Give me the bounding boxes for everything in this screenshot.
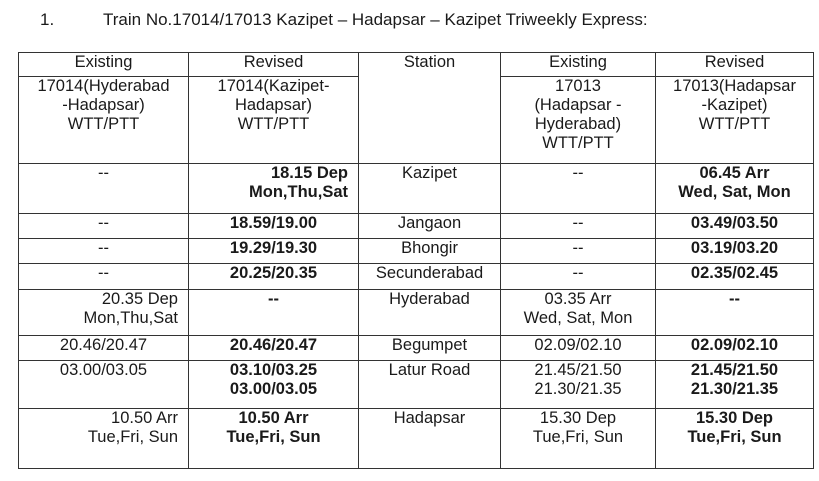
- table-row: 10.50 Arr Tue,Fri, Sun 10.50 Arr Tue,Fri,…: [18, 408, 814, 469]
- cell-revised-17013: --: [655, 289, 814, 336]
- cell-existing-17014: 20.35 Dep Mon,Thu,Sat: [18, 289, 189, 336]
- cell-existing-17014: --: [18, 263, 189, 290]
- cell-station: Latur Road: [358, 360, 501, 409]
- cell-revised-17014: 18.15 Dep Mon,Thu,Sat: [188, 163, 359, 214]
- cell-existing-17014: 20.46/20.47: [18, 335, 189, 361]
- cell-revised-17013: 03.49/03.50: [655, 213, 814, 239]
- header-revised-17013: Revised: [655, 52, 814, 77]
- cell-revised-17014: 19.29/19.30: [188, 238, 359, 264]
- table-row: -- 18.59/19.00 Jangaon -- 03.49/03.50: [18, 213, 814, 239]
- cell-revised-17013: 21.45/21.50 21.30/21.35: [655, 360, 814, 409]
- cell-existing-17014: --: [18, 213, 189, 239]
- cell-existing-17013: --: [500, 163, 656, 214]
- cell-station: Bhongir: [358, 238, 501, 264]
- cell-revised-17014: 20.25/20.35: [188, 263, 359, 290]
- section-heading: Train No.17014/17013 Kazipet – Hadapsar …: [103, 10, 648, 29]
- header-row: Existing Revised Station Existing Revise…: [18, 52, 814, 164]
- cell-station: Kazipet: [358, 163, 501, 214]
- cell-existing-17013: --: [500, 263, 656, 290]
- table-row: 20.46/20.47 20.46/20.47 Begumpet 02.09/02.1…: [18, 335, 814, 361]
- table-row: -- 18.15 Dep Mon,Thu,Sat Kazipet -- 06.45 Ar…: [18, 163, 814, 214]
- cell-station: Begumpet: [358, 335, 501, 361]
- cell-revised-17013: 02.09/02.10: [655, 335, 814, 361]
- header-sub-revised-17013: 17013(Hadapsar -Kazipet) WTT/PTT: [655, 76, 814, 164]
- cell-station: Hadapsar: [358, 408, 501, 469]
- cell-existing-17014: 03.00/03.05: [18, 360, 189, 409]
- cell-existing-17013: 03.35 Arr Wed, Sat, Mon: [500, 289, 656, 336]
- cell-existing-17014: --: [18, 238, 189, 264]
- cell-revised-17013: 03.19/03.20: [655, 238, 814, 264]
- cell-existing-17014: 10.50 Arr Tue,Fri, Sun: [18, 408, 189, 469]
- cell-revised-17013: 06.45 Arr Wed, Sat, Mon: [655, 163, 814, 214]
- header-sub-revised-17014: 17014(Kazipet- Hadapsar) WTT/PTT: [188, 76, 359, 164]
- table-row: -- 20.25/20.35 Secunderabad -- 02.35/02.45: [18, 263, 814, 290]
- cell-revised-17014: 03.10/03.25 03.00/03.05: [188, 360, 359, 409]
- cell-existing-17013: --: [500, 213, 656, 239]
- cell-existing-17013: 21.45/21.50 21.30/21.35: [500, 360, 656, 409]
- section-title: 1. Train No.17014/17013 Kazipet – Hadapsa…: [40, 10, 648, 30]
- table-row: 03.00/03.05 03.10/03.25 03.00/03.05 Latur …: [18, 360, 814, 409]
- cell-revised-17014: --: [188, 289, 359, 336]
- section-number: 1.: [40, 10, 55, 29]
- cell-revised-17013: 15.30 Dep Tue,Fri, Sun: [655, 408, 814, 469]
- timetable: Existing Revised Station Existing Revise…: [18, 52, 814, 469]
- cell-existing-17013: --: [500, 238, 656, 264]
- header-sub-existing-17013: 17013 (Hadapsar - Hyderabad) WTT/PTT: [500, 76, 656, 164]
- cell-existing-17013: 15.30 Dep Tue,Fri, Sun: [500, 408, 656, 469]
- header-subrow: 17014(Hyderabad -Hadapsar) WTT/PTT 17014…: [18, 76, 814, 164]
- cell-revised-17014: 10.50 Arr Tue,Fri, Sun: [188, 408, 359, 469]
- cell-revised-17013: 02.35/02.45: [655, 263, 814, 290]
- cell-revised-17014: 20.46/20.47: [188, 335, 359, 361]
- header-sub-existing-17014: 17014(Hyderabad -Hadapsar) WTT/PTT: [18, 76, 189, 164]
- cell-station: Secunderabad: [358, 263, 501, 290]
- cell-existing-17013: 02.09/02.10: [500, 335, 656, 361]
- header-revised-17014: Revised: [188, 52, 359, 77]
- cell-existing-17014: --: [18, 163, 189, 214]
- table-row: 20.35 Dep Mon,Thu,Sat -- Hyderabad 03.35 Ar…: [18, 289, 814, 336]
- cell-revised-17014: 18.59/19.00: [188, 213, 359, 239]
- cell-station: Hyderabad: [358, 289, 501, 336]
- header-station: Station: [358, 52, 501, 164]
- header-existing-17013: Existing: [500, 52, 656, 77]
- header-existing-17014: Existing: [18, 52, 189, 77]
- table-row: -- 19.29/19.30 Bhongir -- 03.19/03.20: [18, 238, 814, 264]
- cell-station: Jangaon: [358, 213, 501, 239]
